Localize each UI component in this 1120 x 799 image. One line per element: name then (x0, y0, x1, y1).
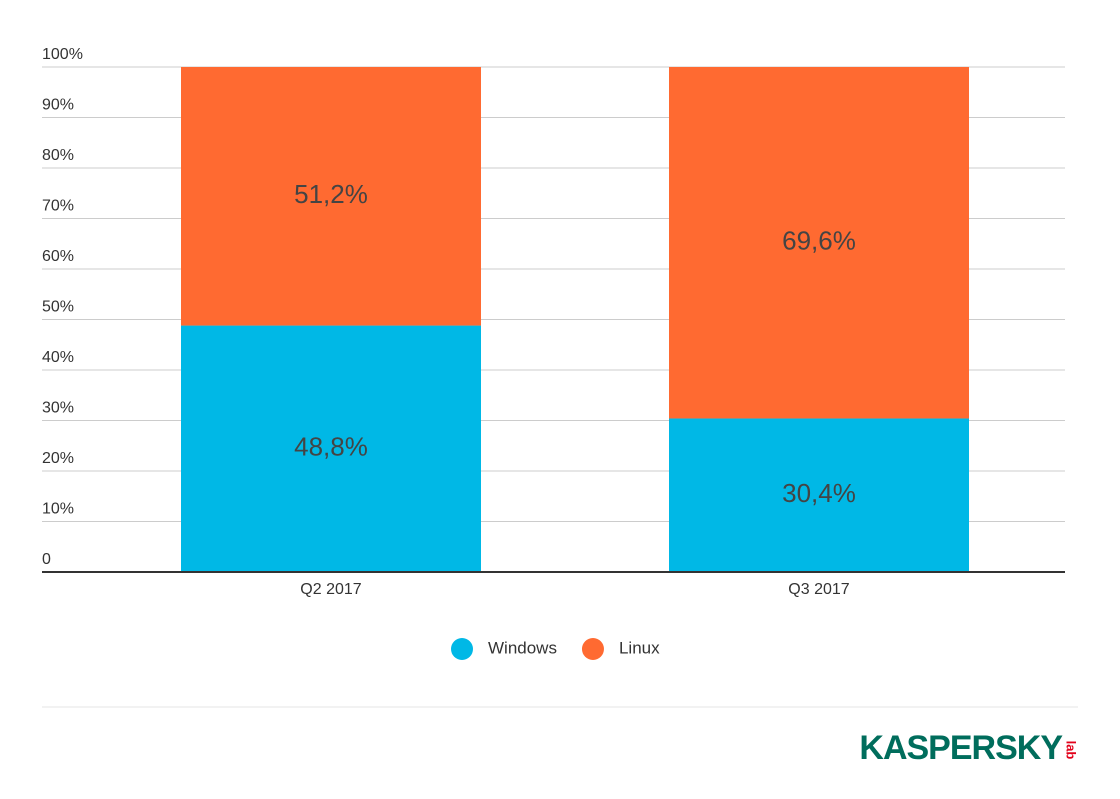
y-tick-label: 40% (42, 349, 74, 366)
bar-segment (181, 67, 481, 326)
y-tick-label: 70% (42, 198, 74, 215)
y-tick-label: 10% (42, 501, 74, 518)
y-tick-label: 90% (42, 97, 74, 114)
x-tick-label: Q2 2017 (300, 581, 361, 598)
legend-swatch (451, 638, 473, 660)
y-tick-label: 30% (42, 400, 74, 417)
bar-segment (181, 325, 481, 572)
data-label: 69,6% (782, 226, 856, 256)
y-tick-label: 0 (42, 551, 51, 568)
y-tick-label: 60% (42, 248, 74, 265)
logo-suffix: lab (1064, 741, 1079, 760)
data-label: 51,2% (294, 179, 368, 209)
x-tick-label: Q3 2017 (788, 581, 849, 598)
data-label: 48,8% (294, 432, 368, 462)
y-tick-label: 100% (42, 46, 83, 63)
y-tick-label: 80% (42, 147, 74, 164)
logo: KASPERSKY (859, 729, 1063, 767)
legend-label: Linux (619, 638, 660, 657)
data-label: 30,4% (782, 478, 856, 508)
legend-swatch (581, 638, 604, 660)
bar-segment (669, 67, 969, 419)
bar-segment (669, 418, 969, 572)
y-tick-label: 20% (42, 450, 74, 467)
y-tick-label: 50% (42, 299, 74, 316)
legend-label: Windows (488, 638, 557, 657)
